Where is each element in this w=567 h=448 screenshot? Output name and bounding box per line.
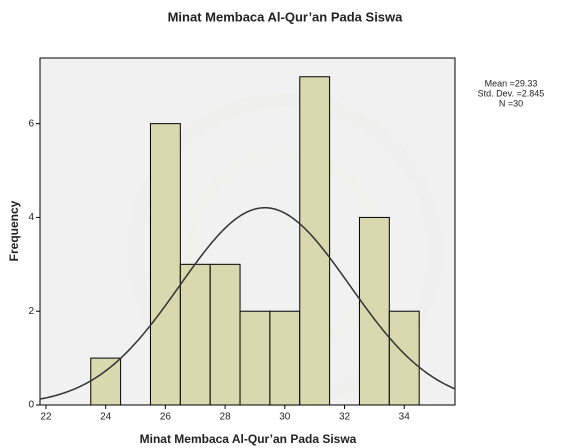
y-tick-label: 4 bbox=[28, 212, 34, 223]
x-tick-label: 32 bbox=[339, 412, 351, 423]
bar bbox=[300, 77, 330, 405]
stat-label: Mean =29.33 bbox=[485, 78, 538, 88]
y-tick-label: 6 bbox=[28, 118, 34, 129]
bar bbox=[240, 311, 270, 405]
stat-label: Std. Dev. =2.845 bbox=[478, 88, 545, 98]
x-tick-label: 30 bbox=[279, 412, 291, 423]
chart-title: Minat Membaca Al-Qur’an Pada Siswa bbox=[168, 9, 404, 24]
bar bbox=[389, 311, 419, 405]
y-tick-label: 0 bbox=[28, 400, 34, 411]
bar bbox=[91, 358, 121, 405]
x-tick-label: 26 bbox=[160, 412, 172, 423]
x-axis-title: Minat Membaca Al-Qur’an Pada Siswa bbox=[140, 432, 357, 446]
y-tick-label: 2 bbox=[28, 306, 34, 317]
bar bbox=[150, 124, 180, 405]
bar bbox=[270, 311, 300, 405]
x-tick-label: 28 bbox=[220, 412, 232, 423]
stat-label: N =30 bbox=[499, 98, 523, 108]
x-tick-label: 22 bbox=[40, 412, 52, 423]
x-tick-label: 24 bbox=[100, 412, 112, 423]
bar bbox=[359, 217, 389, 405]
chart: Minat Membaca Al-Qur’an Pada Siswa Minat… bbox=[0, 0, 567, 448]
x-tick-label: 34 bbox=[399, 412, 411, 423]
y-axis-title: Frequency bbox=[7, 200, 21, 261]
bar bbox=[210, 264, 240, 405]
page: {"chart_data": { "type": "histogram", "t… bbox=[0, 0, 567, 448]
bar bbox=[180, 264, 210, 405]
